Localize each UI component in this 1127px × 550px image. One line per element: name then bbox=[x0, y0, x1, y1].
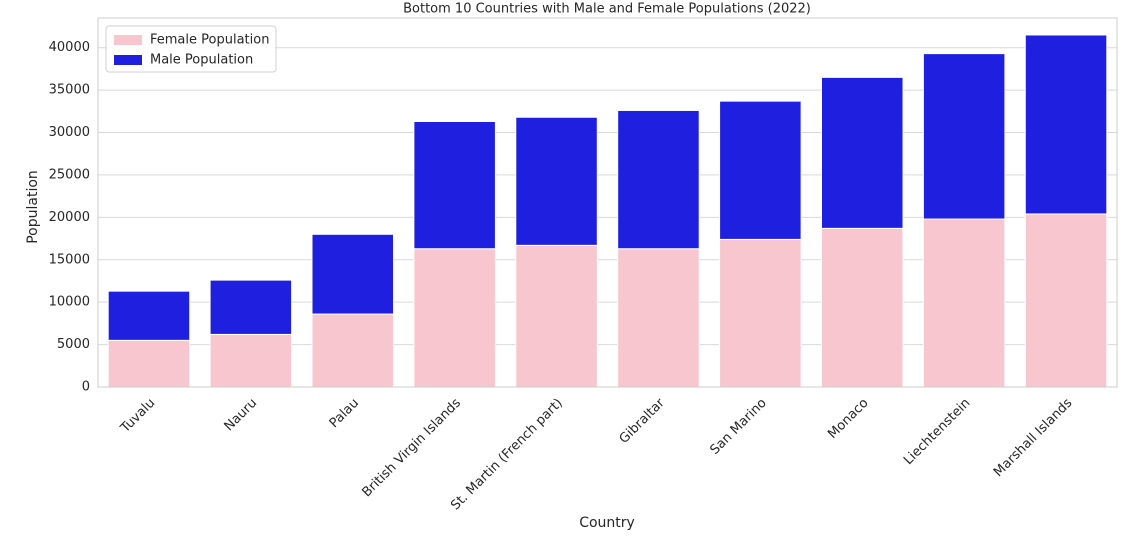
bar-segment bbox=[719, 100, 802, 240]
bar-segment bbox=[617, 248, 700, 388]
bar-segment bbox=[209, 279, 293, 335]
legend-label: Female Population bbox=[150, 33, 269, 48]
bar-segment bbox=[820, 227, 904, 388]
bar-segment bbox=[1024, 34, 1108, 215]
x-tick-label: Palau bbox=[327, 396, 362, 431]
bar-segment bbox=[515, 244, 598, 388]
x-tick-label: Liechtenstein bbox=[901, 396, 973, 468]
x-tick-label: San Marino bbox=[707, 396, 769, 458]
bar-segment bbox=[617, 109, 700, 250]
legend-box bbox=[105, 25, 277, 73]
x-tick-label: St. Martin (French part) bbox=[448, 396, 566, 514]
x-tick-label: British Virgin Islands bbox=[359, 396, 464, 501]
legend-swatch bbox=[114, 55, 142, 65]
bar-segment bbox=[1024, 213, 1108, 388]
y-tick-label: 15000 bbox=[49, 252, 90, 267]
legend-label: Male Population bbox=[150, 53, 253, 68]
bar-segment bbox=[311, 233, 395, 315]
bar-segment bbox=[922, 218, 1006, 388]
y-axis-label: Population bbox=[25, 170, 41, 244]
y-tick-label: 35000 bbox=[49, 83, 90, 98]
x-tick-label: Marshall Islands bbox=[991, 396, 1076, 481]
x-tick-label: Tuvalu bbox=[117, 396, 158, 437]
y-tick-label: 25000 bbox=[49, 167, 90, 182]
bar-segment bbox=[719, 238, 802, 388]
y-tick-label: 40000 bbox=[49, 40, 90, 55]
x-tick-label: Gibraltar bbox=[617, 395, 669, 447]
bar-segment bbox=[820, 76, 904, 229]
x-tick-label: Nauru bbox=[222, 396, 261, 435]
bar-segment bbox=[413, 248, 496, 388]
x-tick-label: Monaco bbox=[825, 396, 871, 442]
y-tick-label: 5000 bbox=[57, 337, 90, 352]
y-tick-label: 0 bbox=[82, 380, 90, 395]
y-tick-label: 20000 bbox=[49, 210, 90, 225]
bar-segment bbox=[107, 290, 191, 341]
bar-segment bbox=[922, 53, 1006, 220]
x-axis-label: Country bbox=[579, 515, 635, 531]
bar-segment bbox=[413, 120, 496, 250]
y-tick-label: 30000 bbox=[49, 125, 90, 140]
bar-segment bbox=[311, 313, 395, 388]
plot-frame bbox=[97, 17, 1118, 388]
bar-segment bbox=[515, 116, 598, 246]
legend-swatch bbox=[114, 35, 142, 45]
chart-title: Bottom 10 Countries with Male and Female… bbox=[403, 2, 811, 17]
bar-segment bbox=[107, 339, 191, 388]
y-tick-label: 10000 bbox=[49, 295, 90, 310]
bar-segment bbox=[209, 333, 293, 388]
